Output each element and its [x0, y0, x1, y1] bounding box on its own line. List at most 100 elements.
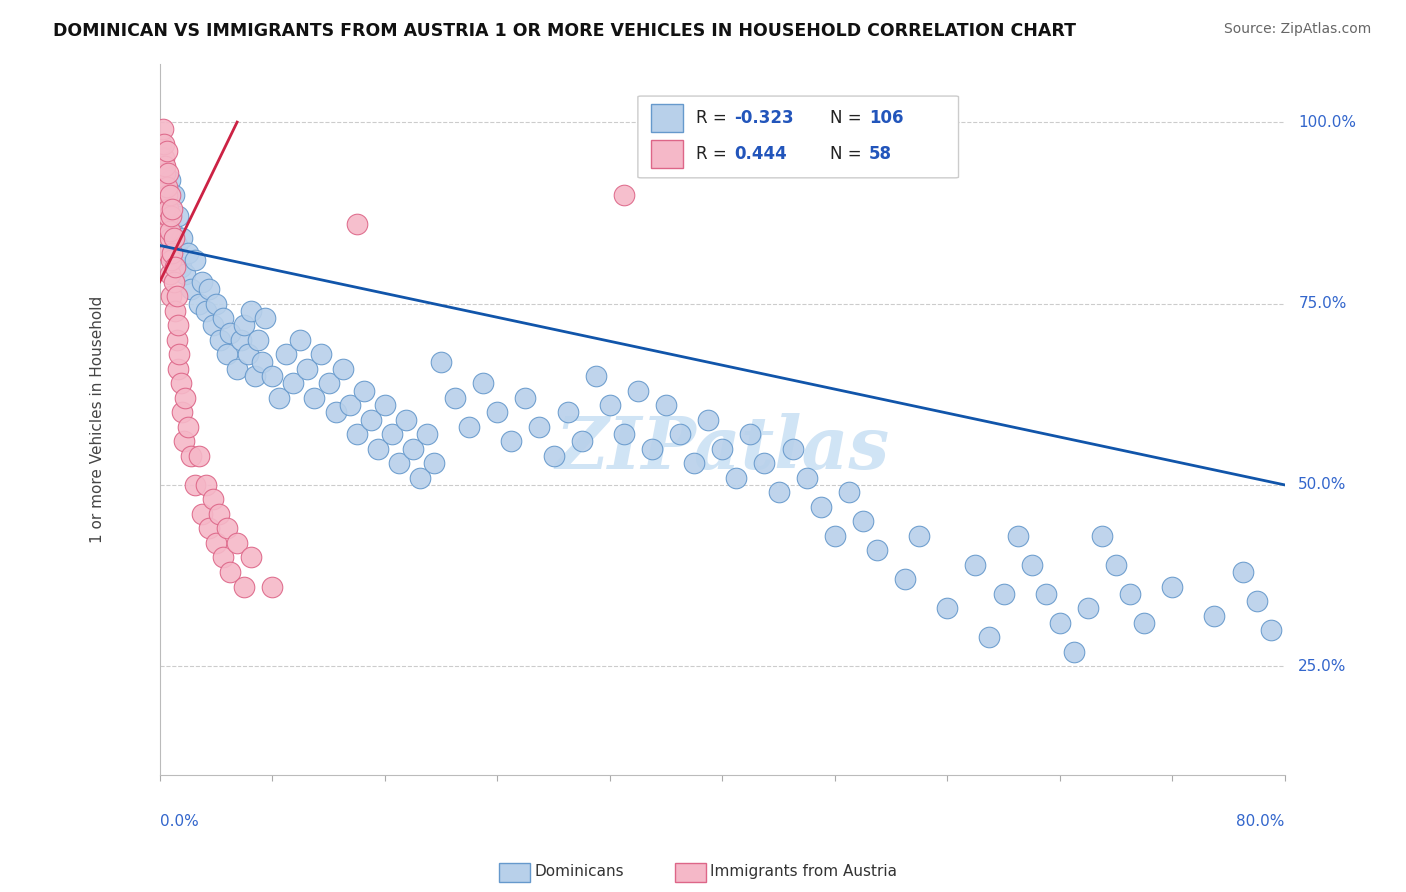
Point	[163, 187, 186, 202]
Point	[416, 427, 439, 442]
Point	[1077, 601, 1099, 615]
Point	[162, 245, 184, 260]
Text: 75.0%: 75.0%	[1298, 296, 1347, 311]
Point	[202, 318, 225, 333]
Point	[894, 572, 917, 586]
Point	[169, 347, 191, 361]
Point	[159, 268, 181, 282]
Point	[339, 398, 361, 412]
Point	[157, 166, 180, 180]
Point	[782, 442, 804, 456]
Point	[191, 275, 214, 289]
Point	[155, 159, 177, 173]
Point	[810, 500, 832, 514]
Point	[156, 180, 179, 194]
Point	[153, 180, 176, 194]
Point	[209, 333, 232, 347]
Point	[166, 289, 188, 303]
Point	[157, 245, 180, 260]
Point	[1063, 645, 1085, 659]
Point	[191, 507, 214, 521]
Point	[156, 202, 179, 217]
Point	[683, 456, 706, 470]
Point	[165, 303, 187, 318]
Point	[208, 507, 231, 521]
Point	[1091, 529, 1114, 543]
Point	[346, 217, 368, 231]
Point	[353, 384, 375, 398]
Point	[157, 210, 180, 224]
Point	[290, 333, 312, 347]
Point	[167, 318, 190, 333]
Point	[262, 369, 284, 384]
Point	[395, 412, 418, 426]
Point	[162, 202, 184, 217]
Text: 1 or more Vehicles in Household: 1 or more Vehicles in Household	[90, 296, 105, 543]
Point	[180, 449, 202, 463]
Point	[163, 231, 186, 245]
Point	[184, 252, 207, 267]
Point	[159, 231, 181, 245]
Point	[163, 275, 186, 289]
Point	[641, 442, 664, 456]
Point	[571, 434, 593, 449]
Point	[1049, 615, 1071, 630]
Point	[160, 252, 183, 267]
Point	[195, 303, 218, 318]
Point	[325, 405, 347, 419]
Point	[156, 187, 179, 202]
Point	[965, 558, 987, 572]
Point	[157, 202, 180, 217]
Point	[177, 245, 200, 260]
Text: ZIPatlas: ZIPatlas	[555, 413, 890, 483]
Point	[247, 333, 270, 347]
Point	[198, 521, 221, 535]
Point	[543, 449, 565, 463]
Point	[252, 354, 274, 368]
Text: DOMINICAN VS IMMIGRANTS FROM AUSTRIA 1 OR MORE VEHICLES IN HOUSEHOLD CORRELATION: DOMINICAN VS IMMIGRANTS FROM AUSTRIA 1 O…	[53, 22, 1077, 40]
Point	[165, 260, 187, 275]
Point	[529, 420, 551, 434]
Text: 50.0%: 50.0%	[1298, 477, 1347, 492]
Point	[979, 630, 1001, 644]
Point	[226, 536, 249, 550]
Point	[824, 529, 846, 543]
Point	[205, 296, 228, 310]
Point	[1246, 594, 1268, 608]
Point	[184, 478, 207, 492]
Point	[188, 449, 211, 463]
Point	[1035, 587, 1057, 601]
Point	[557, 405, 579, 419]
Point	[174, 391, 197, 405]
Point	[1232, 565, 1254, 579]
Point	[613, 187, 636, 202]
Point	[768, 485, 790, 500]
Point	[318, 376, 340, 391]
Point	[217, 347, 239, 361]
Text: Dominicans: Dominicans	[534, 864, 624, 880]
Point	[205, 536, 228, 550]
Point	[332, 361, 354, 376]
Point	[1119, 587, 1142, 601]
Point	[166, 238, 188, 252]
Point	[219, 326, 242, 340]
Point	[159, 173, 181, 187]
Point	[1161, 580, 1184, 594]
Point	[269, 391, 291, 405]
Point	[754, 456, 776, 470]
Point	[198, 282, 221, 296]
Point	[381, 427, 404, 442]
Point	[152, 166, 174, 180]
Point	[195, 478, 218, 492]
Point	[852, 514, 875, 528]
Point	[430, 354, 453, 368]
Point	[1133, 615, 1156, 630]
Point	[212, 311, 235, 326]
Point	[936, 601, 959, 615]
Point	[472, 376, 495, 391]
Point	[233, 580, 256, 594]
Point	[153, 136, 176, 151]
Point	[172, 405, 194, 419]
Point	[276, 347, 298, 361]
Point	[245, 369, 267, 384]
